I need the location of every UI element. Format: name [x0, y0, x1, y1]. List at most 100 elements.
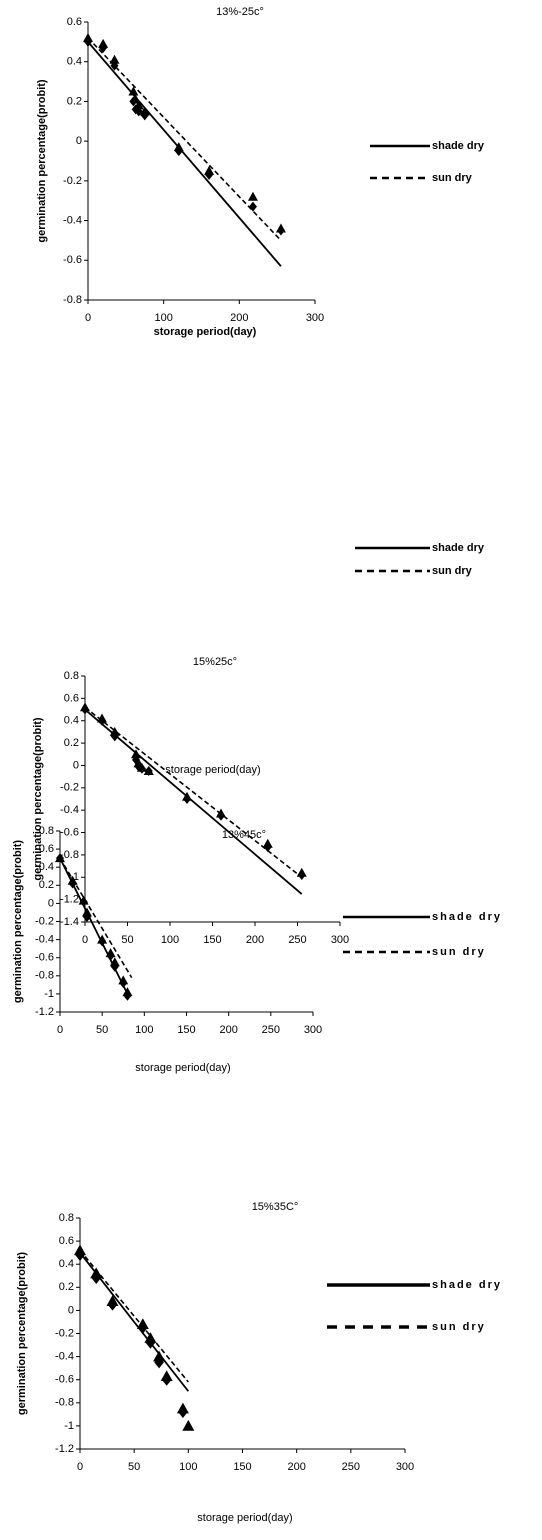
- triangle-marker: [98, 38, 109, 48]
- triangle-marker: [109, 957, 120, 967]
- x-tick-label: 50: [128, 1461, 140, 1473]
- triangle-marker: [106, 1295, 119, 1306]
- x-tick-label: 150: [203, 934, 221, 946]
- x-axis-label: storage period(day): [135, 1062, 230, 1074]
- x-tick-label: 0: [77, 1461, 83, 1473]
- triangle-marker: [136, 762, 147, 772]
- y-tick-label: -0.8: [55, 1397, 74, 1409]
- y-tick-label: -0.4: [55, 1351, 74, 1363]
- y-tick-label: 0.4: [64, 715, 79, 727]
- triangle-marker: [78, 895, 89, 905]
- y-tick-label: 0.2: [59, 1281, 74, 1293]
- y-tick-label: -1.2: [60, 894, 79, 906]
- chart-panel: -1.4 -1.2 -1 -0.8 -0.6 -0.4 -0.2 0 0.2 0.4 0.6 0.8 0…: [32, 542, 485, 946]
- y-tick-label: 0: [48, 897, 54, 909]
- y-tick-label: -0.6: [63, 254, 82, 266]
- y-tick-label: -1.2: [55, 1443, 74, 1455]
- x-tick-label: 50: [96, 1024, 108, 1036]
- y-tick-label: 0.6: [64, 692, 79, 704]
- x-tick-label: 250: [262, 1024, 280, 1036]
- triangle-marker: [139, 106, 150, 116]
- triangle-marker: [83, 32, 93, 42]
- triangle-marker: [67, 875, 78, 885]
- triangle-marker: [247, 191, 258, 201]
- y-tick-label: 0.2: [67, 95, 82, 107]
- legend-label: shade dry: [432, 911, 502, 923]
- triangle-marker: [176, 1402, 189, 1414]
- triangle-marker: [128, 86, 139, 96]
- triangle-marker: [296, 867, 307, 877]
- y-tick-label: -0.8: [35, 970, 54, 982]
- legend-label: sun dry: [432, 946, 486, 958]
- y-tick-label: -1: [44, 988, 54, 1000]
- triangle-marker: [130, 94, 141, 104]
- x-tick-label: 200: [230, 312, 248, 324]
- triangle-marker: [153, 1350, 166, 1362]
- triangle-marker: [118, 975, 129, 985]
- x-axis-label: storage period(day): [154, 326, 257, 338]
- chart-title: 13%-25c°: [216, 6, 264, 18]
- y-tick-label: 0: [73, 759, 79, 771]
- y-tick-label: 0.6: [59, 1235, 74, 1247]
- triangle-marker: [109, 726, 120, 736]
- diamond-marker: [248, 201, 257, 212]
- y-tick-label: 0.4: [67, 56, 82, 68]
- triangle-marker: [182, 791, 192, 801]
- y-tick-label: -0.6: [55, 1374, 74, 1386]
- triangle-marker: [90, 1267, 103, 1279]
- x-tick-label: 300: [396, 1461, 414, 1473]
- triangle-marker: [80, 702, 90, 712]
- legend-label: shade dry: [432, 1279, 502, 1291]
- y-tick-label: -0.6: [60, 826, 79, 838]
- y-tick-label: -1: [69, 871, 79, 883]
- y-tick-label: 0.8: [64, 670, 79, 682]
- legend-label: sun dry: [432, 1321, 486, 1333]
- triangle-marker: [160, 1370, 173, 1382]
- trend-line: [87, 41, 282, 267]
- trend-line: [84, 706, 303, 878]
- chart-panel: -1.2 -1 -0.8 -0.6 -0.4 -0.2 0 0.2 0.4 0.6 0.8 0 50 10…: [16, 1201, 502, 1524]
- y-tick-label: -0.8: [60, 849, 79, 861]
- y-tick-label: 0.6: [39, 843, 54, 855]
- y-axis-label: germination percentage(probit): [32, 717, 44, 881]
- x-tick-label: 0: [82, 934, 88, 946]
- y-axis-label: germination percentage(probit): [16, 1252, 28, 1416]
- x-tick-label: 200: [219, 1024, 237, 1036]
- triangle-marker: [105, 948, 116, 958]
- x-tick-label: 100: [154, 312, 172, 324]
- y-tick-label: -0.8: [63, 294, 82, 306]
- triangle-marker: [136, 1318, 149, 1330]
- triangle-marker: [97, 713, 107, 723]
- chart-title: 15%25c°: [193, 656, 237, 668]
- x-tick-label: 150: [177, 1024, 195, 1036]
- x-tick-label: 0: [85, 312, 91, 324]
- x-tick-label: 100: [161, 934, 179, 946]
- y-tick-label: 0: [68, 1304, 74, 1316]
- x-tick-label: 50: [121, 934, 133, 946]
- y-tick-label: 0.4: [59, 1258, 74, 1270]
- triangle-marker: [122, 987, 133, 997]
- y-tick-label: -1.2: [35, 1006, 54, 1018]
- chart-panel: -1.2 -1 -0.8 -0.6 -0.4 -0.2 0 0.2 0.4 0.6 0.8 0 50 10…: [12, 825, 502, 1074]
- triangle-marker: [131, 749, 141, 759]
- triangle-marker: [182, 1419, 195, 1431]
- chart-panel: -0.8 -0.6 -0.4 -0.2 0 0.2 0.4 0.6 0 100 200 300 13%-…: [36, 6, 485, 338]
- triangle-marker: [216, 808, 226, 818]
- y-tick-label: 0.8: [59, 1212, 74, 1224]
- triangle-marker: [173, 142, 184, 152]
- x-tick-label: 250: [288, 934, 306, 946]
- x-tick-label: 300: [304, 1024, 322, 1036]
- chart-title: 13%45c°: [222, 829, 266, 841]
- x-tick-label: 100: [179, 1461, 197, 1473]
- y-tick-label: 0.2: [39, 879, 54, 891]
- triangle-marker: [109, 54, 120, 64]
- y-tick-label: -0.2: [35, 915, 54, 927]
- y-tick-label: -0.4: [60, 804, 79, 816]
- y-tick-label: -0.4: [35, 934, 54, 946]
- triangle-marker: [143, 766, 154, 776]
- triangle-marker: [262, 838, 273, 848]
- y-tick-label: -0.2: [55, 1327, 74, 1339]
- x-axis-label: storage period(day): [165, 764, 260, 776]
- x-tick-label: 250: [342, 1461, 360, 1473]
